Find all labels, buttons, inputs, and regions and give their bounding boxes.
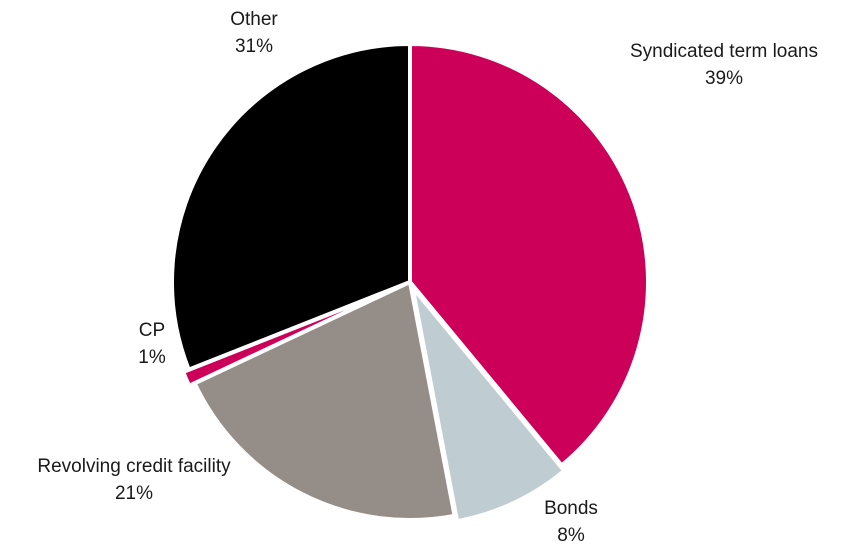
pie-slice-bonds [410,286,568,524]
slice-label-cp: CP [139,320,165,341]
slice-value-syndicated-term-loans: 39% [705,68,743,89]
slice-label-other: Other [230,9,278,30]
pie-slice-cp [180,282,406,389]
pie-slice-revolving-credit-facility [191,279,457,522]
pie-labels: Syndicated term loans 39% Bonds 8% Revolving… [37,9,818,546]
slice-label-bonds: Bonds [544,498,598,519]
pie-slice-syndicated-term-loans [408,41,650,469]
slice-value-other: 31% [235,36,273,57]
pie-slice-other [170,41,412,373]
pie-slices [170,41,650,524]
slice-label-revolving-credit-facility: Revolving credit facility [37,456,231,477]
slice-value-cp: 1% [138,347,166,368]
slice-label-syndicated-term-loans: Syndicated term loans [630,41,818,62]
slice-value-bonds: 8% [557,525,585,546]
slice-value-revolving-credit-facility: 21% [115,483,153,504]
